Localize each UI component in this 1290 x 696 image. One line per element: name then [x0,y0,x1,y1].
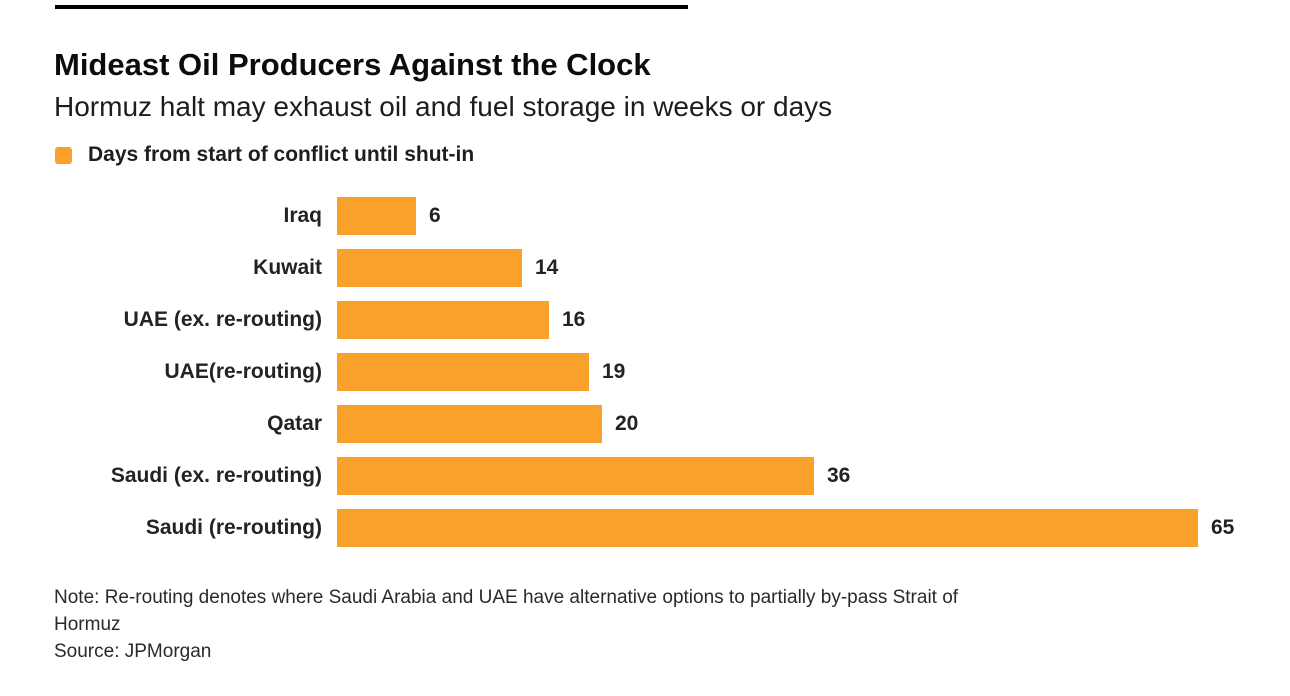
chart-row: Kuwait 14 [0,242,1290,294]
legend-label: Days from start of conflict until shut-i… [88,143,475,166]
bar [337,353,589,391]
source-line: Source: JPMorgan [54,641,212,662]
category-label: UAE (ex. re-routing) [123,308,322,331]
category-label: Qatar [267,412,322,435]
category-label: Saudi (ex. re-routing) [110,464,322,487]
note-line-1: Note: Re-routing denotes where Saudi Ara… [54,587,959,608]
value-label: 19 [602,360,626,383]
value-label: 6 [429,204,441,227]
bar-chart: Iraq 6 Kuwait 14 UAE (ex. re-routing) 16 UAE(r… [0,190,1290,558]
value-label: 20 [615,412,639,435]
chart-row: Saudi (re-routing) 65 [0,502,1290,554]
chart-title: Mideast Oil Producers Against the Clock [54,47,651,82]
note-line-2: Hormuz [54,614,121,635]
category-label: Iraq [283,204,322,227]
value-label: 36 [827,464,851,487]
value-label: 14 [535,256,559,279]
chart-row: UAE (ex. re-routing) 16 [0,294,1290,346]
value-label: 16 [562,308,586,331]
bar [337,249,522,287]
chart-row: UAE(re-routing) 19 [0,346,1290,398]
category-label: Saudi (re-routing) [145,516,322,539]
chart-row: Qatar 20 [0,398,1290,450]
value-label: 65 [1211,516,1235,539]
top-rule-divider [55,5,688,9]
category-label: Kuwait [253,256,322,279]
bar [337,197,416,235]
footnote-block: Note: Re-routing denotes where Saudi Ara… [54,584,958,665]
category-label: UAE(re-routing) [164,360,322,383]
bar [337,301,549,339]
chart-row: Iraq 6 [0,190,1290,242]
bar [337,509,1198,547]
chart-subtitle: Hormuz halt may exhaust oil and fuel sto… [54,91,833,122]
legend-swatch-icon [55,146,72,164]
legend: Days from start of conflict until shut-i… [55,142,474,168]
bar [337,405,602,443]
bar [337,457,814,495]
chart-row: Saudi (ex. re-routing) 36 [0,450,1290,502]
